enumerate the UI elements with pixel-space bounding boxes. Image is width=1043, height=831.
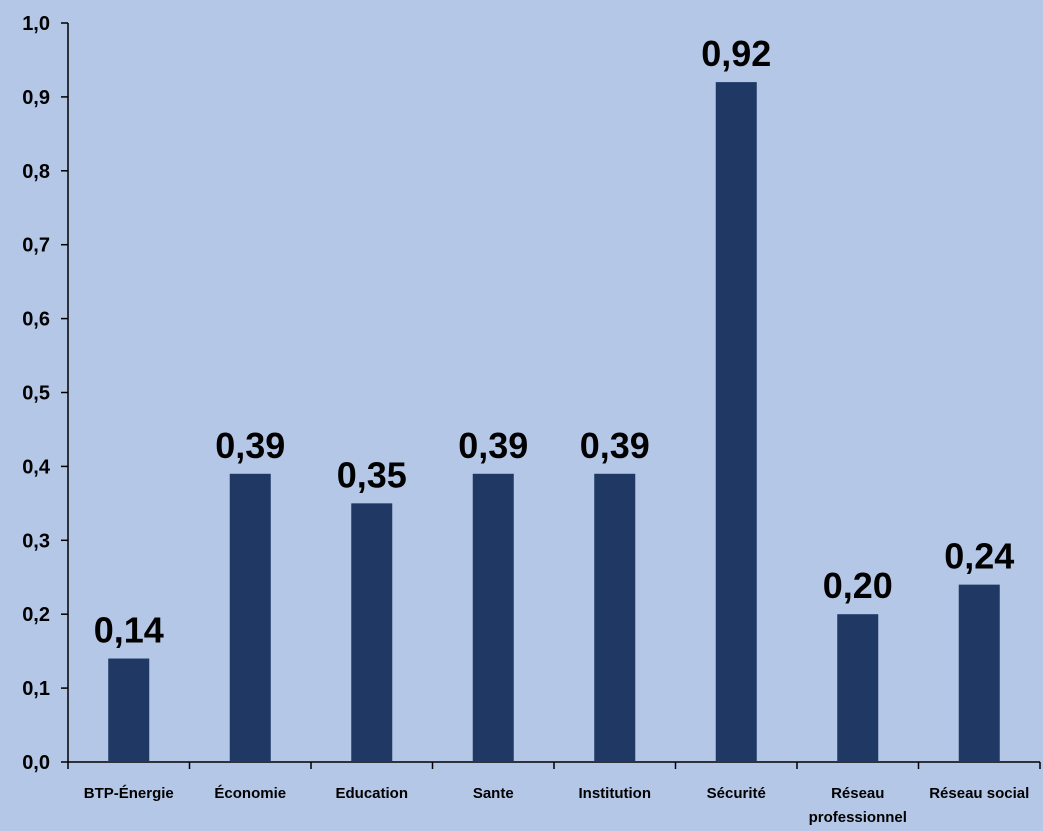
y-tick-label: 0,1 [22,678,50,700]
data-label: 0,20 [823,565,893,606]
data-label: 0,24 [944,536,1014,577]
category-label: Réseau social [929,785,1029,802]
y-tick-label: 0,0 [22,752,50,774]
category-label: BTP-Énergie [84,785,174,802]
bar [472,473,514,762]
bar [108,658,150,762]
category-label: Réseau professionnel [809,785,907,826]
data-label: 0,14 [94,610,164,651]
bar [351,503,393,762]
bar [229,473,271,762]
y-tick-label: 1,0 [22,13,50,35]
y-tick-label: 0,8 [22,161,50,183]
bars [108,82,1000,763]
y-axis: 0,0 0,1 0,2 0,3 0,4 0,5 0,6 0,7 0,8 0,9 1,0 [22,13,69,774]
category-label: Sécurité [707,785,766,802]
data-label: 0,35 [337,454,407,495]
category-labels: BTP-Énergie Économie Education Sante Institu… [84,785,1030,826]
y-tick-label: 0,3 [22,530,50,552]
data-label: 0,39 [580,425,650,466]
x-axis [67,761,1041,769]
category-label: Sante [473,785,514,802]
y-tick-label: 0,5 [22,383,50,405]
y-tick-label: 0,4 [22,456,51,478]
data-label: 0,92 [701,33,771,74]
bar [958,584,1000,762]
y-tick-label: 0,9 [22,87,50,109]
data-label: 0,39 [458,425,528,466]
y-tick-label: 0,2 [22,604,50,626]
y-tick-label: 0,7 [22,235,50,257]
bar [594,473,636,762]
y-tick-label: 0,6 [22,309,50,331]
data-label: 0,39 [215,425,285,466]
category-label: Education [335,785,408,802]
bar [715,82,757,763]
category-label: Institution [579,785,651,802]
category-label: Économie [214,785,286,802]
data-labels: 0,14 0,39 0,35 0,39 0,39 0,92 0,20 0,24 [94,33,1015,650]
bar [837,614,879,762]
